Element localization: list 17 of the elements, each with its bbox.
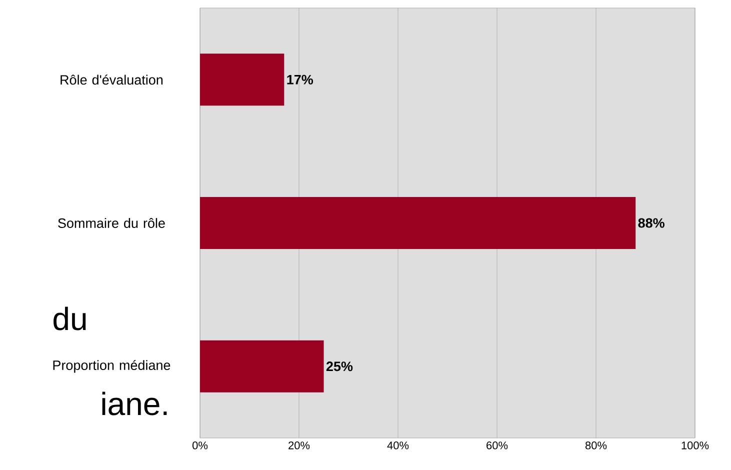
x-tick-label: 40% [387, 442, 409, 450]
y-tick-label: Proportion médiane [53, 360, 170, 373]
text: iane. [102, 392, 167, 416]
y-tick-label: Sommaire du rôle [58, 218, 165, 228]
data-label: 17% [287, 74, 314, 84]
x-tick-label: 100% [682, 442, 709, 450]
y-tick-label: Rôle d'évaluation [60, 74, 163, 85]
bar [200, 196, 636, 249]
text: du [54, 306, 86, 330]
data-label: 25% [326, 362, 353, 372]
x-tick-label: 80% [585, 442, 607, 450]
x-tick-label: 0% [192, 442, 208, 450]
x-tick-label: 20% [288, 442, 310, 450]
bar [200, 54, 284, 106]
x-tick-label: 60% [486, 442, 508, 450]
bar [200, 340, 324, 392]
data-label: 88% [638, 218, 664, 228]
